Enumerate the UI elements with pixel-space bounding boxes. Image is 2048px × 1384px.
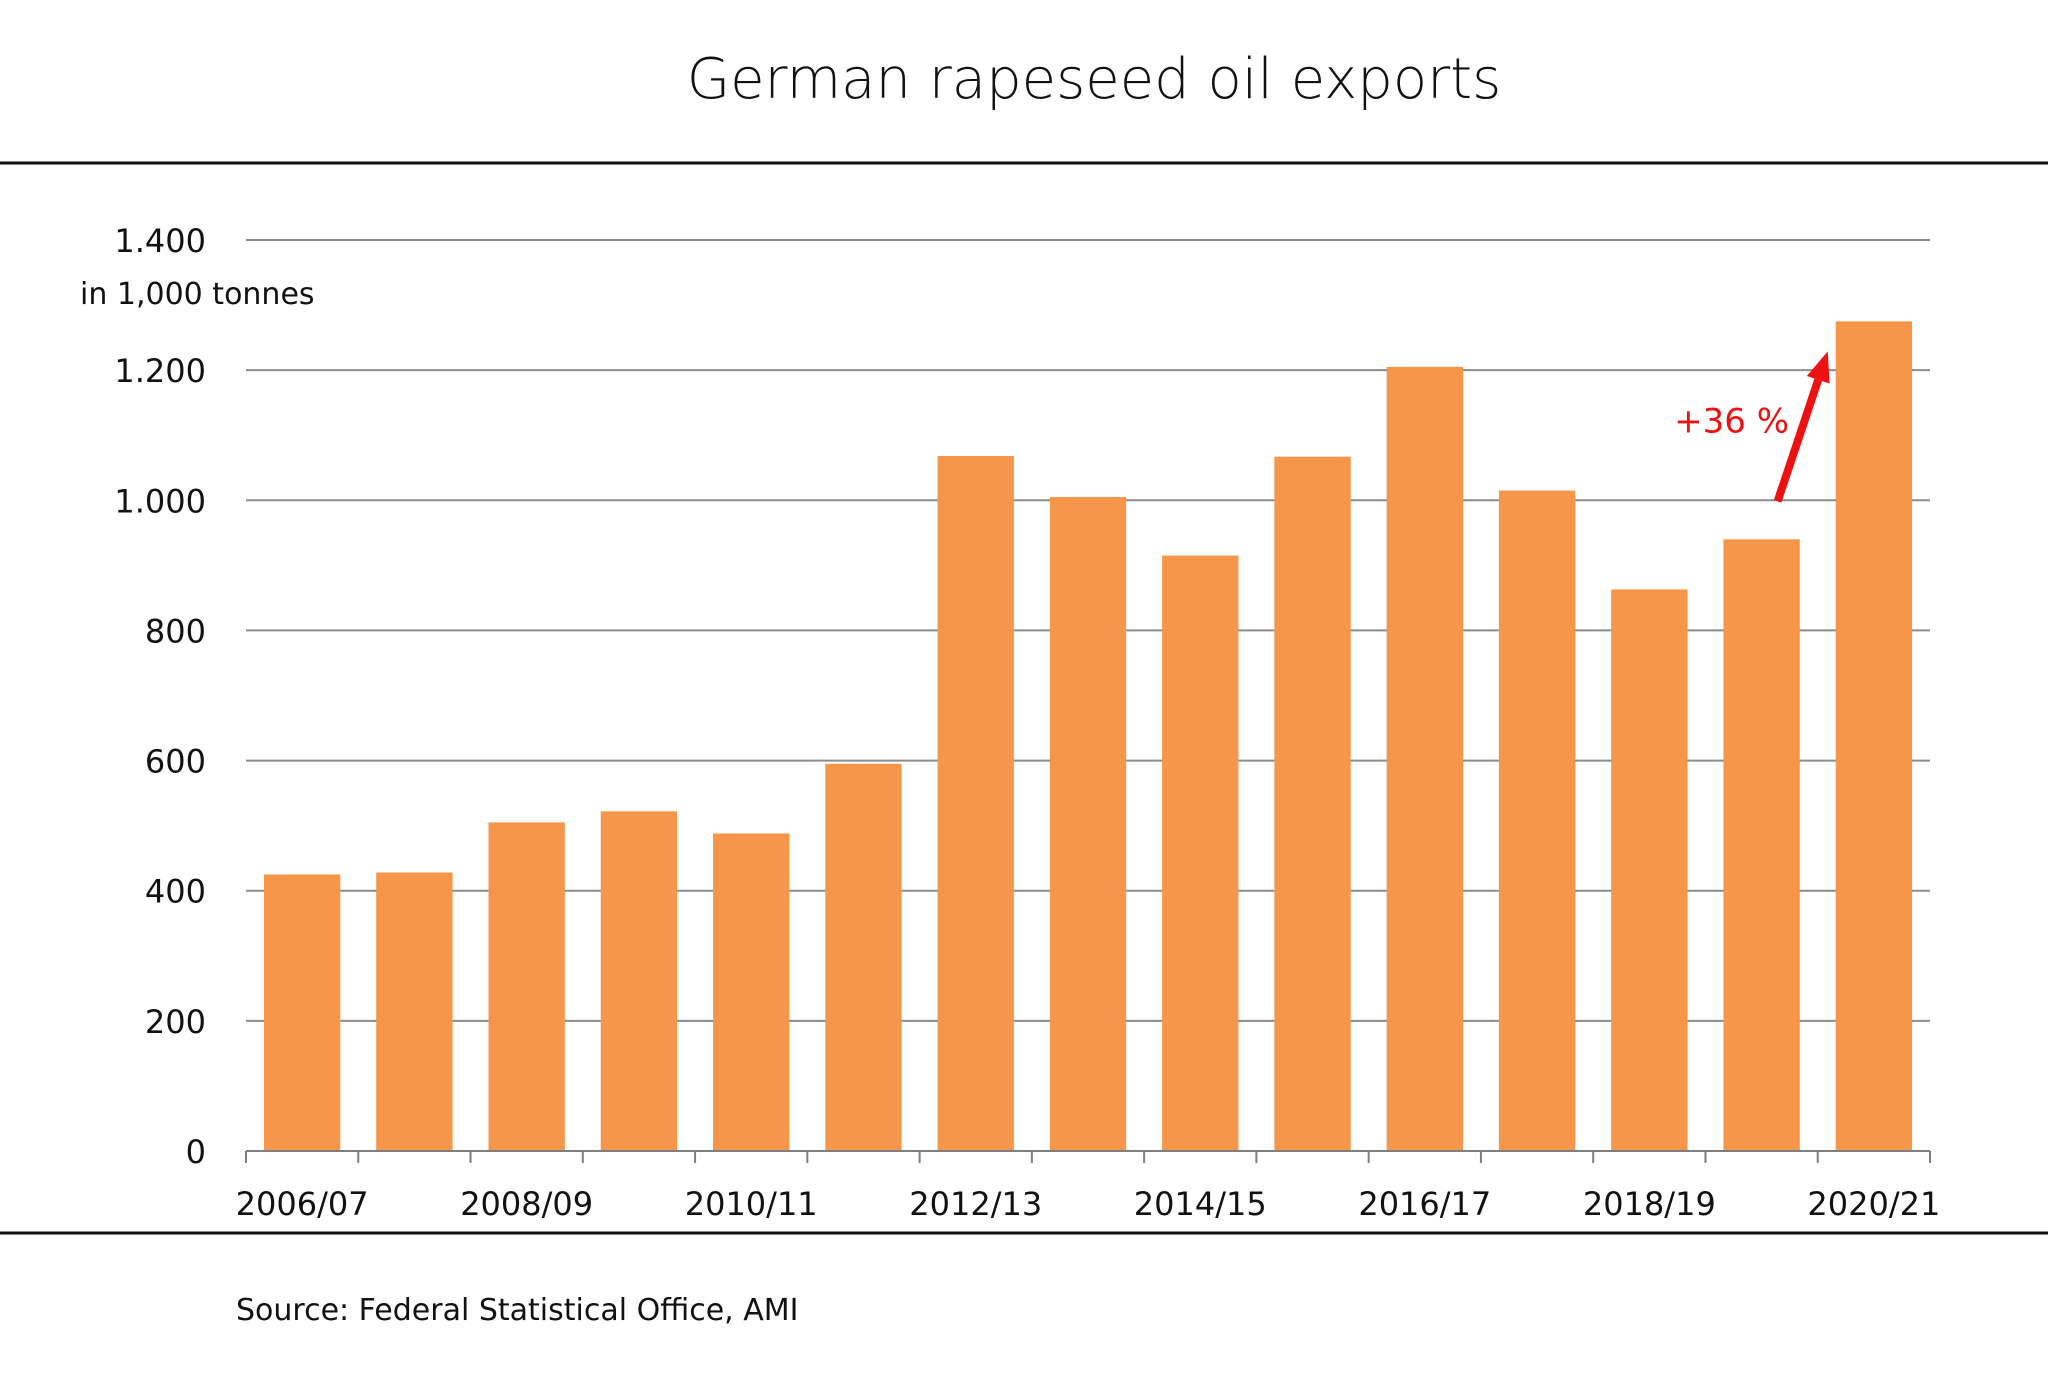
growth-arrow-line (1773, 378, 1823, 503)
source-note: Source: Federal Statistical Office, AMI (236, 1293, 799, 1328)
y-tick-label: 1.200 (114, 352, 206, 390)
y-tick-label: 1.000 (114, 482, 206, 520)
growth-arrow-head (1806, 351, 1830, 384)
bar-2011-12 (825, 763, 902, 1151)
y-tick-label: 1.400 (114, 222, 206, 260)
bar-2012-13 (937, 456, 1014, 1152)
bar-2008-09 (488, 822, 565, 1151)
x-tick-label: 2006/07 (236, 1185, 369, 1223)
y-tick-label: 0 (186, 1133, 206, 1171)
y-axis-label: in 1,000 tonnes (80, 277, 315, 312)
x-axis (245, 1150, 1931, 1163)
x-tick-label: 2014/15 (1134, 1185, 1267, 1223)
growth-label: +36 % (1674, 401, 1789, 441)
x-tick-labels: 2006/07 2008/09 2010/11 2012/13 2014/15 2016/… (236, 1185, 1941, 1223)
chart-title: German rapeseed oil exports (687, 47, 1502, 112)
bar-2014-15 (1162, 555, 1239, 1151)
bar-2010-11 (713, 833, 790, 1151)
x-tick-label: 2020/21 (1807, 1185, 1940, 1223)
bar-2016-17 (1386, 366, 1463, 1151)
y-tick-labels: 0 200 400 600 800 1.000 1.200 1.400 (114, 222, 206, 1171)
bar-2019-20 (1723, 539, 1800, 1151)
y-tick-label: 600 (145, 743, 206, 781)
x-tick-label: 2016/17 (1358, 1185, 1491, 1223)
growth-annotation: +36 % (1674, 351, 1830, 503)
x-tick-label: 2012/13 (909, 1185, 1042, 1223)
x-tick-label: 2010/11 (685, 1185, 818, 1223)
y-tick-label: 800 (145, 612, 206, 650)
x-tick-label: 2018/19 (1583, 1185, 1716, 1223)
bar-2013-14 (1049, 497, 1127, 1152)
bar-2009-10 (600, 811, 678, 1151)
y-tick-label: 200 (145, 1003, 206, 1041)
bar-2020-21 (1835, 321, 1913, 1151)
bar-2015-16 (1274, 456, 1351, 1151)
bars (263, 321, 1913, 1152)
y-tick-label: 400 (145, 873, 206, 911)
bar-2006-07 (263, 874, 341, 1151)
bar-2018-19 (1611, 589, 1688, 1151)
bar-2007-08 (376, 872, 453, 1151)
x-tick-label: 2008/09 (460, 1185, 593, 1223)
bar-2017-18 (1498, 490, 1576, 1151)
